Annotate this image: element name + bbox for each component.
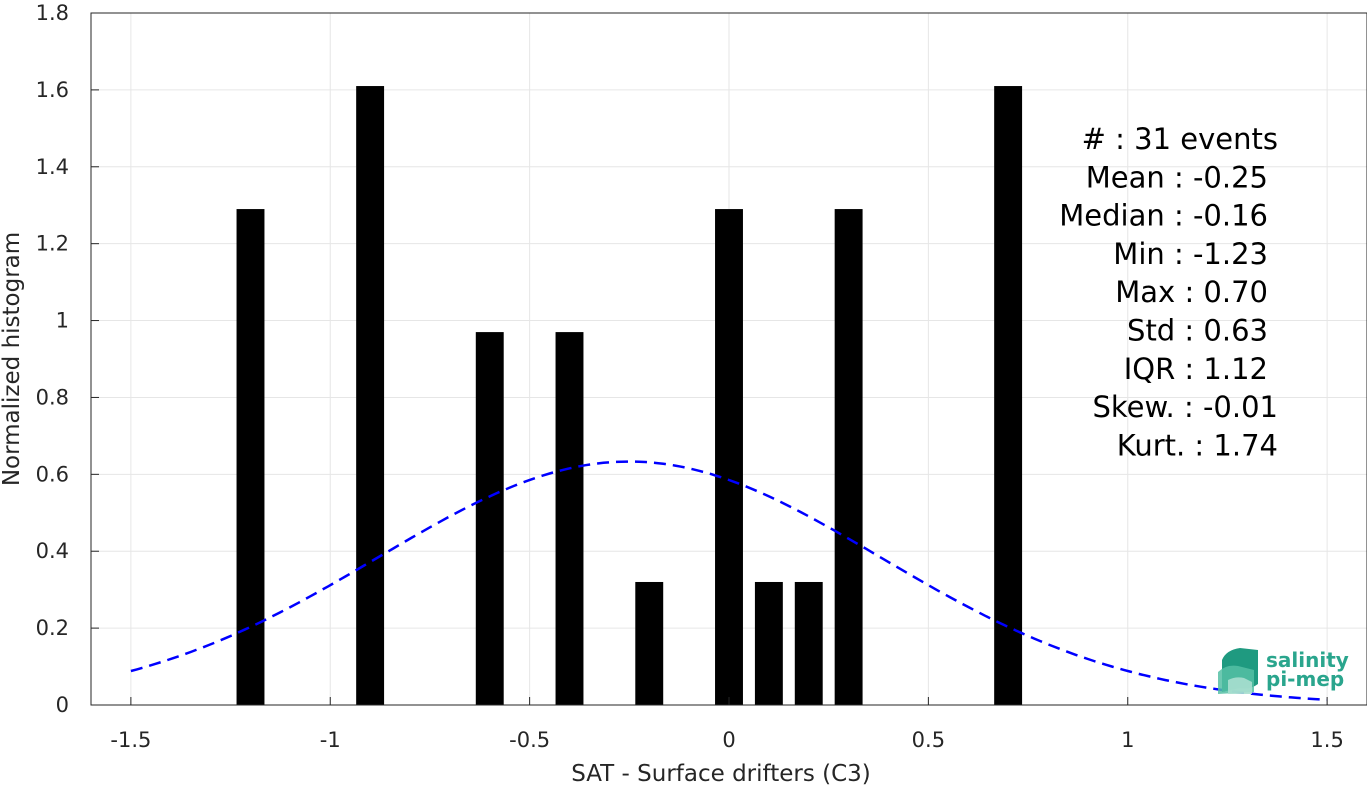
normal-fit-curve [130, 460, 1328, 702]
histogram-bar [754, 581, 783, 705]
x-tick-label: -0.5 [509, 728, 550, 752]
y-tick-label: 1.2 [36, 232, 69, 256]
y-axis-label: Normalized histogram [0, 232, 25, 486]
logo-line-2: pi-mep [1266, 667, 1344, 691]
histogram-bar [715, 209, 743, 706]
y-tick-label: 1.6 [36, 78, 69, 102]
logo-line-1: salinity [1266, 648, 1349, 672]
histogram-bars [236, 86, 1023, 706]
y-tick-label: 0.6 [36, 462, 69, 486]
histogram-bar [635, 581, 664, 705]
y-tick-label: 0.4 [36, 539, 69, 563]
y-tick-label: 1 [56, 309, 69, 333]
x-axis-label: SAT - Surface drifters (C3) [571, 761, 871, 785]
histogram-bar [356, 86, 385, 706]
histogram-bar [555, 332, 584, 705]
y-tick-label: 0.8 [36, 385, 69, 409]
x-tick-label: -1 [320, 728, 341, 752]
y-tick-label: 0.2 [36, 616, 69, 640]
x-tick-label: 0.5 [912, 728, 945, 752]
y-tick-label: 1.8 [36, 1, 69, 25]
histogram-bar [834, 209, 863, 706]
statistics-box: # : 31 events Mean : -0.25 Median : -0.16 M… [1059, 122, 1278, 462]
salinity-pi-mep-logo: salinity pi-mep [1218, 648, 1349, 694]
x-tick-label: 0 [722, 728, 735, 752]
histogram-bar [794, 581, 823, 705]
stat-line: Std : 0.63 [1127, 314, 1268, 348]
histogram-bar [994, 86, 1023, 706]
y-tick-label: 0 [56, 693, 69, 717]
x-axis-ticks: -1.5 -1 -0.5 0 0.5 1 1.5 [110, 697, 1344, 752]
stat-line: # : 31 events [1082, 122, 1278, 156]
x-tick-label: 1 [1121, 728, 1134, 752]
logo-emblem-icon [1218, 648, 1258, 694]
y-tick-label: 1.4 [36, 155, 69, 179]
stat-line: Median : -0.16 [1059, 199, 1268, 233]
stat-line: Mean : -0.25 [1086, 160, 1268, 194]
stat-line: Max : 0.70 [1115, 275, 1268, 309]
stat-line: Kurt. : 1.74 [1117, 428, 1278, 462]
x-tick-label: -1.5 [110, 728, 151, 752]
stat-line: IQR : 1.12 [1124, 352, 1268, 386]
y-axis-ticks: 0 0.2 0.4 0.6 0.8 1 1.2 1.4 1.6 1.8 [36, 1, 99, 717]
stat-line: Skew. : -0.01 [1092, 390, 1278, 424]
x-tick-label: 1.5 [1310, 728, 1343, 752]
histogram-bar [475, 332, 504, 705]
stat-line: Min : -1.23 [1113, 237, 1268, 271]
